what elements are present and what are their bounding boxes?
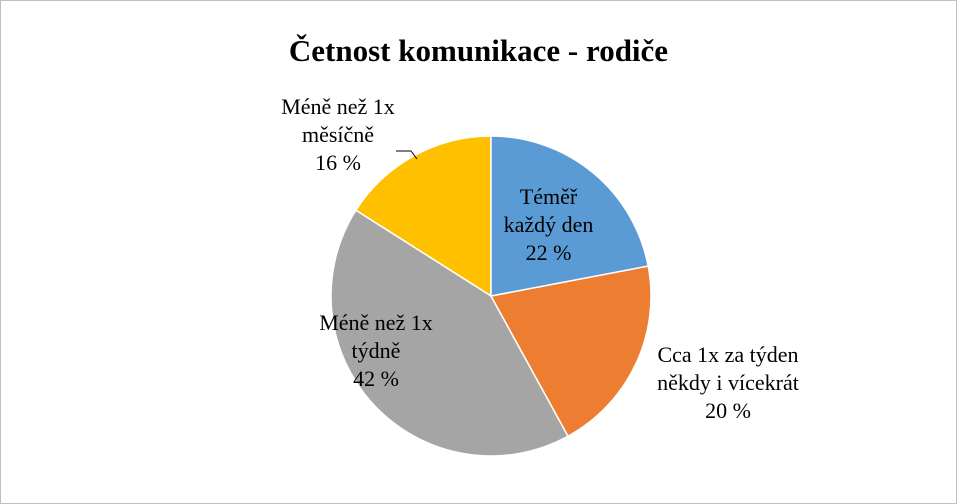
category-label: Cca 1x za týden někdy i vícekrát	[657, 342, 799, 395]
category-label: Téměř každý den	[503, 184, 594, 237]
category-label: Méně než 1x týdně	[319, 310, 433, 363]
value-label: 16 %	[315, 150, 361, 175]
data-label: Méně než 1x týdně 42 %	[301, 309, 451, 393]
pie-slice	[330, 209, 570, 457]
value-label: 42 %	[353, 366, 399, 391]
data-label: Cca 1x za týden někdy i vícekrát 20 %	[633, 341, 823, 425]
data-label: Méně než 1x měsíčně 16 %	[263, 93, 413, 177]
chart-title: Četnost komunikace - rodiče	[288, 33, 669, 68]
pie-slice	[489, 265, 652, 438]
category-label: Méně než 1x měsíčně	[281, 94, 395, 147]
pie-slice	[354, 135, 492, 298]
data-label: Téměř každý den 22 %	[491, 183, 606, 267]
pie-slice	[490, 135, 650, 297]
value-label: 20 %	[705, 398, 751, 423]
leader-line	[396, 150, 418, 160]
value-label: 22 %	[525, 240, 572, 265]
